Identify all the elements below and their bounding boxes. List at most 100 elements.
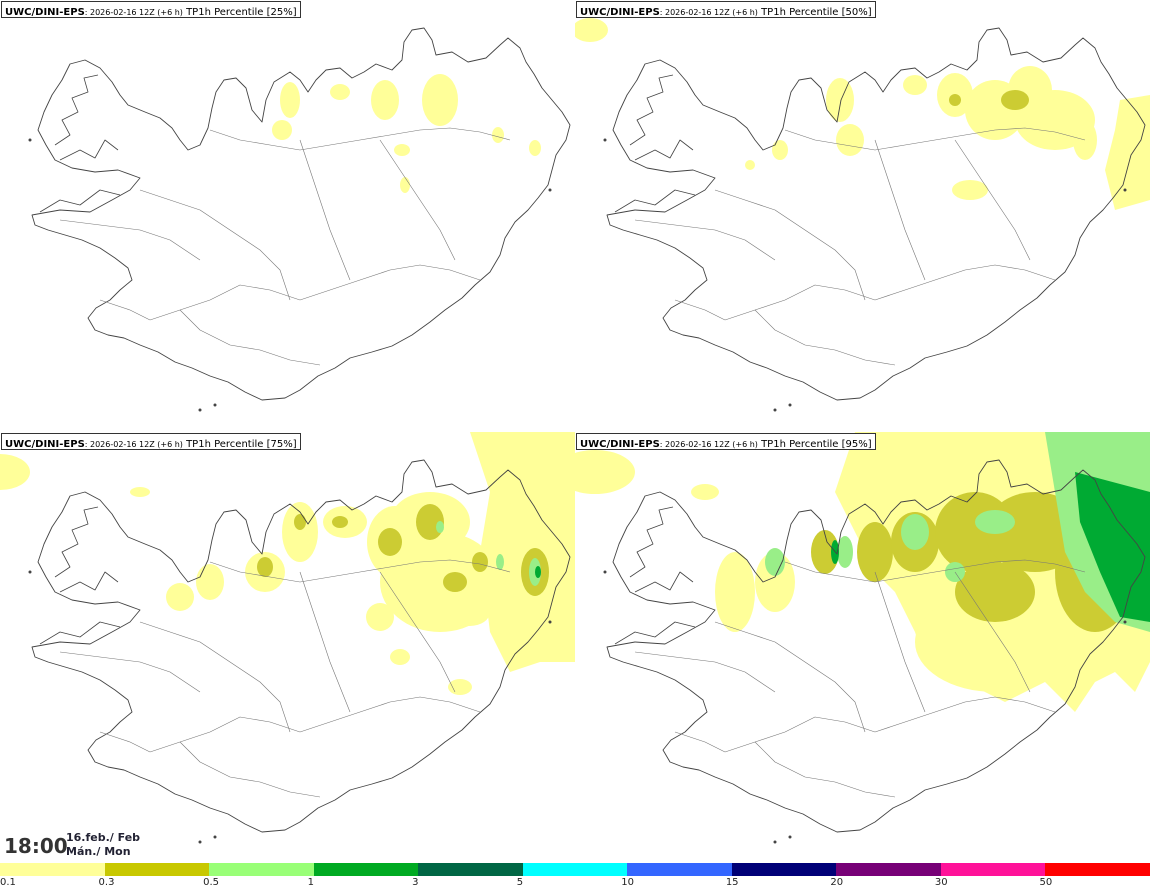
color-scale-segment — [418, 863, 523, 876]
road-line — [379, 571, 456, 693]
field-label: TP1h Percentile [50%] — [757, 7, 872, 18]
road-line — [634, 219, 776, 261]
precip-area — [272, 120, 292, 140]
coastline — [31, 459, 571, 833]
color-scale-segment — [313, 863, 419, 876]
precip-area — [535, 566, 541, 578]
precip-area — [975, 510, 1015, 534]
color-scale-tick: 10 — [621, 877, 634, 888]
color-scale-tick: 30 — [934, 877, 948, 888]
precip-area — [1001, 90, 1029, 110]
precip-area — [1075, 472, 1150, 622]
island — [603, 570, 607, 574]
precip-area — [772, 140, 788, 160]
precip-area — [416, 504, 444, 540]
color-scale-segment — [104, 863, 210, 876]
precip-area — [765, 548, 785, 576]
road-line — [139, 189, 291, 301]
coastline-detail — [634, 571, 694, 593]
road-line — [954, 139, 1031, 261]
coastline-detail — [59, 139, 119, 161]
color-scale-ticks: 0.1 0.3 0.5 1 3 5 10 15 20 30 50 — [0, 877, 1150, 891]
precip-area — [294, 514, 306, 530]
road-line — [874, 571, 926, 713]
color-scale-bar — [0, 863, 1150, 876]
precip-area — [400, 177, 410, 193]
precip-map-p50 — [575, 18, 1150, 412]
coastline-detail — [54, 74, 99, 146]
island — [1123, 188, 1127, 192]
road-line — [724, 696, 1056, 753]
precip-area — [857, 522, 893, 582]
road-line — [149, 696, 481, 753]
color-scale-tick: 3 — [412, 877, 419, 888]
precip-area — [492, 127, 504, 143]
road-line — [954, 571, 1031, 693]
color-scale-segment — [1045, 863, 1150, 876]
precip-area — [575, 450, 635, 494]
precip-area — [915, 592, 1075, 692]
color-scale-tick: 15 — [725, 877, 739, 888]
color-scale-tick: 0.1 — [0, 877, 16, 888]
color-scale-segment — [209, 863, 314, 876]
model-name: UWC/DINI-EPS — [5, 7, 85, 18]
color-scale-segment — [0, 863, 105, 876]
precip-area — [394, 144, 410, 156]
precip-area — [949, 94, 961, 106]
coastline-detail — [629, 74, 674, 146]
road-line — [674, 731, 726, 753]
field-label: TP1h Percentile [75%] — [182, 439, 297, 450]
valid-weekday: Mán./ Mon — [66, 845, 131, 858]
precip-area — [371, 80, 399, 120]
island — [788, 835, 792, 839]
precip-map-p25 — [28, 27, 571, 412]
island — [213, 403, 217, 407]
road-line — [149, 264, 481, 321]
coastline-detail — [629, 506, 674, 578]
run-info: : 2026-02-16 12Z (+6 h) — [84, 440, 183, 449]
road-line — [714, 189, 866, 301]
map-panel-p75: UWC/DINI-EPS: 2026-02-16 12Z (+6 h) TP1h… — [0, 432, 575, 862]
precip-area — [837, 536, 853, 568]
precip-area — [366, 603, 394, 631]
panel-title: UWC/DINI-EPS: 2026-02-16 12Z (+6 h) TP1h… — [576, 433, 876, 450]
run-info: : 2026-02-16 12Z (+6 h) — [84, 8, 183, 17]
precip-area — [166, 583, 194, 611]
precip-area — [378, 528, 402, 556]
island — [548, 620, 552, 624]
precip-area — [422, 74, 458, 126]
map-panel-p25: UWC/DINI-EPS: 2026-02-16 12Z (+6 h) TP1h… — [0, 0, 575, 430]
road-line — [784, 127, 1086, 151]
precip-area — [280, 82, 300, 118]
valid-time: 18:00 — [4, 834, 68, 858]
precip-area — [691, 484, 719, 500]
run-info: : 2026-02-16 12Z (+6 h) — [659, 440, 758, 449]
coastline-detail — [59, 571, 119, 593]
road-line — [724, 264, 1056, 321]
precip-area — [811, 530, 839, 574]
color-scale-segment — [731, 863, 837, 876]
precip-area — [826, 78, 854, 122]
precip-map-p95 — [575, 432, 1150, 844]
road-line — [179, 741, 321, 798]
island — [773, 840, 777, 844]
island — [198, 840, 202, 844]
panel-title: UWC/DINI-EPS: 2026-02-16 12Z (+6 h) TP1h… — [1, 433, 301, 450]
road-line — [299, 571, 351, 713]
precip-area — [903, 75, 927, 95]
precip-area — [901, 514, 929, 550]
precip-area — [529, 140, 541, 156]
road-line — [299, 139, 351, 281]
road-line — [209, 127, 511, 151]
island — [603, 138, 607, 142]
precip-area — [450, 598, 490, 626]
road-line — [674, 299, 726, 321]
precip-area — [952, 180, 988, 200]
coastline-detail — [39, 621, 121, 645]
road-line — [634, 651, 776, 693]
panel-title: UWC/DINI-EPS: 2026-02-16 12Z (+6 h) TP1h… — [576, 1, 876, 18]
road-line — [99, 731, 151, 753]
precip-area — [130, 487, 150, 497]
model-name: UWC/DINI-EPS — [580, 439, 660, 450]
precip-map-p75 — [0, 432, 575, 844]
